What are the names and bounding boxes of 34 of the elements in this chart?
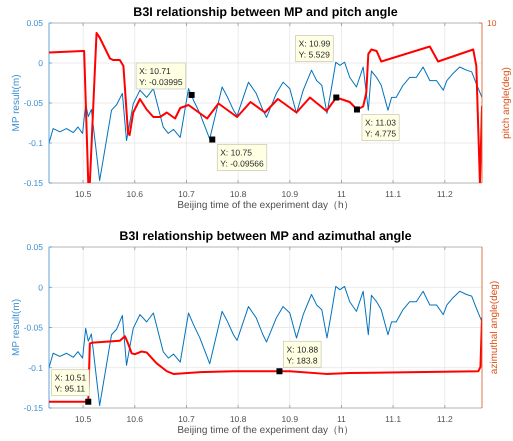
y-tick-label: 0: [38, 58, 44, 68]
y-tick-label: -0.05: [24, 98, 44, 108]
x-tick-label: 11.2: [436, 189, 454, 199]
y-tick-label: 0: [38, 282, 44, 292]
y-tick-label: 0.05: [26, 18, 44, 28]
x-tick-label: 10.7: [178, 189, 195, 199]
y2-axis-title: azimuthal angle(deg): [489, 280, 500, 374]
y-tick-label: 0.05: [26, 242, 44, 252]
chart-title: B3I relationship between MP and pitch angle: [133, 5, 398, 19]
x-tick-label: 10.6: [126, 414, 144, 424]
x-axis-title: Beijing time of the experiment day（h）: [177, 200, 354, 211]
x-tick-label: 10.8: [230, 414, 247, 424]
y-tick-label: -0.1: [28, 362, 44, 373]
x-tick-label: 11: [337, 189, 346, 199]
chart-title: B3I relationship between MP and azimuthal angle: [119, 229, 412, 243]
x-tick-label: 10.5: [74, 189, 92, 199]
x-axis-title: Beijing time of the experiment day（h）: [177, 425, 354, 436]
x-tick-label: 10.7: [178, 414, 195, 424]
x-tick-label: 10.8: [230, 189, 247, 199]
x-tick-label: 11.1: [385, 189, 402, 199]
y-tick-label: -0.05: [24, 322, 44, 332]
y-axis-title: MP result(m): [11, 298, 22, 356]
x-tick-label: 10.9: [282, 414, 298, 424]
y2-axis-title: pitch angle(deg): [501, 67, 512, 139]
y-axis-title: MP result(m): [11, 74, 22, 132]
y-tick-label: -0.1: [28, 138, 44, 148]
x-tick-label: 10.9: [282, 189, 298, 199]
x-tick-label: 11.1: [385, 414, 402, 424]
x-tick-label: 11.2: [436, 414, 454, 424]
y-tick-label: -0.15: [24, 178, 44, 188]
x-tick-label: 10.5: [74, 414, 92, 424]
x-tick-label: 10.6: [126, 189, 144, 199]
x-tick-label: 11: [337, 414, 346, 424]
y-tick-label: -0.15: [24, 403, 44, 413]
